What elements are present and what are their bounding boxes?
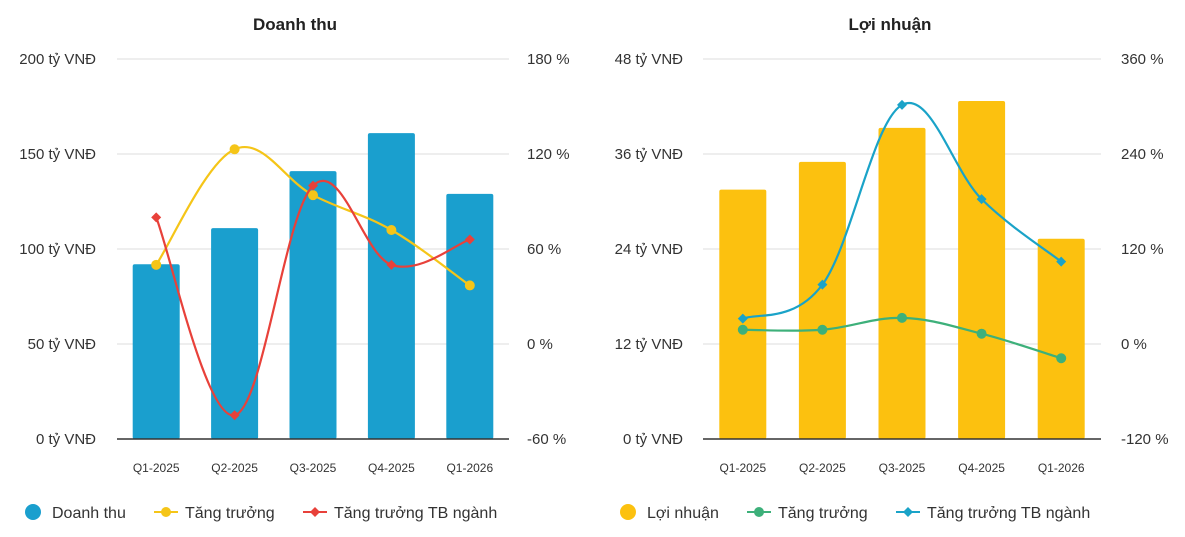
data-point — [897, 99, 907, 110]
data-point — [976, 194, 987, 205]
bar — [289, 171, 337, 439]
legend-marker — [754, 507, 764, 517]
data-point — [897, 312, 907, 323]
left-tick-label: 0 tỷ VNĐ — [623, 431, 683, 448]
right-tick-label: -120 % — [1121, 431, 1169, 448]
legend-label: Tăng trưởng TB ngành — [927, 505, 1090, 522]
chart-2: Lợi nhuận 0 tỷ VNĐ 12 tỷ VNĐ 24 tỷ VNĐ 36 tỷ… — [615, 15, 1169, 522]
legend-swatch-bar — [620, 504, 636, 520]
bar — [211, 228, 259, 439]
legend-label: Lợi nhuận — [647, 505, 719, 522]
right-tick-label: 120 % — [1121, 241, 1164, 258]
left-tick-label: 48 tỷ VNĐ — [615, 51, 684, 68]
category-label: Q1-2026 — [1038, 461, 1085, 475]
legend-swatch-bar — [25, 504, 41, 520]
data-point — [308, 180, 318, 191]
data-point — [976, 328, 987, 339]
right-tick-label: 60 % — [527, 241, 561, 258]
data-point — [817, 279, 828, 290]
right-tick-label: 0 % — [1121, 336, 1147, 353]
data-point — [464, 280, 475, 291]
bar — [367, 133, 415, 439]
legend-item: Tăng trưởng — [154, 505, 275, 522]
series-line — [155, 146, 471, 287]
category-label: Q2-2025 — [799, 461, 846, 475]
left-tick-label: 24 tỷ VNĐ — [615, 241, 684, 258]
data-point — [1056, 353, 1067, 364]
right-tick-label: 120 % — [527, 146, 570, 163]
chart-1: Doanh thu 0 tỷ VNĐ 50 tỷ VNĐ 100 tỷ VNĐ 150 … — [19, 15, 569, 522]
bar — [446, 193, 494, 439]
category-label: Q3-2025 — [879, 461, 926, 475]
bar — [132, 264, 180, 439]
data-point — [229, 144, 240, 155]
left-tick-label: 200 tỷ VNĐ — [19, 51, 96, 68]
bar — [1037, 238, 1085, 439]
right-tick-label: 360 % — [1121, 51, 1164, 68]
right-tick-label: 0 % — [527, 336, 553, 353]
legend-marker — [310, 507, 320, 517]
left-tick-label: 150 tỷ VNĐ — [19, 146, 96, 163]
category-label: Q4-2025 — [368, 461, 415, 475]
legend-label: Doanh thu — [52, 505, 126, 522]
legend-marker — [161, 507, 171, 517]
category-label: Q4-2025 — [958, 461, 1005, 475]
left-tick-label: 12 tỷ VNĐ — [615, 336, 684, 353]
legend-label: Tăng trưởng — [185, 505, 275, 522]
right-tick-label: 240 % — [1121, 146, 1164, 163]
left-tick-label: 50 tỷ VNĐ — [28, 336, 97, 353]
data-point — [386, 259, 397, 270]
bar — [958, 100, 1006, 439]
data-point — [229, 410, 240, 421]
left-tick-label: 36 tỷ VNĐ — [615, 146, 684, 163]
data-point — [737, 313, 748, 324]
category-label: Q1-2026 — [446, 461, 493, 475]
legend-marker — [903, 507, 913, 517]
chart-title: Doanh thu — [253, 15, 337, 34]
bar — [878, 127, 926, 439]
legend-item: Tăng trưởng TB ngành — [896, 505, 1090, 522]
legend-item: Tăng trưởng — [747, 505, 868, 522]
category-label: Q1-2025 — [719, 461, 766, 475]
legend-item: Lợi nhuận — [620, 504, 719, 522]
chart-title: Lợi nhuận — [849, 15, 932, 34]
legend-label: Tăng trưởng TB ngành — [334, 505, 497, 522]
data-point — [386, 225, 397, 235]
data-point — [308, 190, 318, 201]
right-tick-label: -60 % — [527, 431, 566, 448]
left-tick-label: 0 tỷ VNĐ — [36, 431, 96, 448]
category-label: Q1-2025 — [133, 461, 180, 475]
right-tick-label: 180 % — [527, 51, 570, 68]
category-label: Q2-2025 — [211, 461, 258, 475]
data-point — [151, 259, 162, 270]
data-point — [151, 212, 162, 223]
legend-item: Tăng trưởng TB ngành — [303, 505, 497, 522]
legend-label: Tăng trưởng — [778, 505, 868, 522]
data-point — [817, 324, 828, 335]
data-point — [1056, 256, 1067, 267]
bar — [798, 161, 846, 439]
left-tick-label: 100 tỷ VNĐ — [19, 241, 96, 258]
data-point — [464, 234, 475, 245]
legend-item: Doanh thu — [25, 504, 126, 522]
data-point — [737, 324, 748, 335]
category-label: Q3-2025 — [290, 461, 337, 475]
